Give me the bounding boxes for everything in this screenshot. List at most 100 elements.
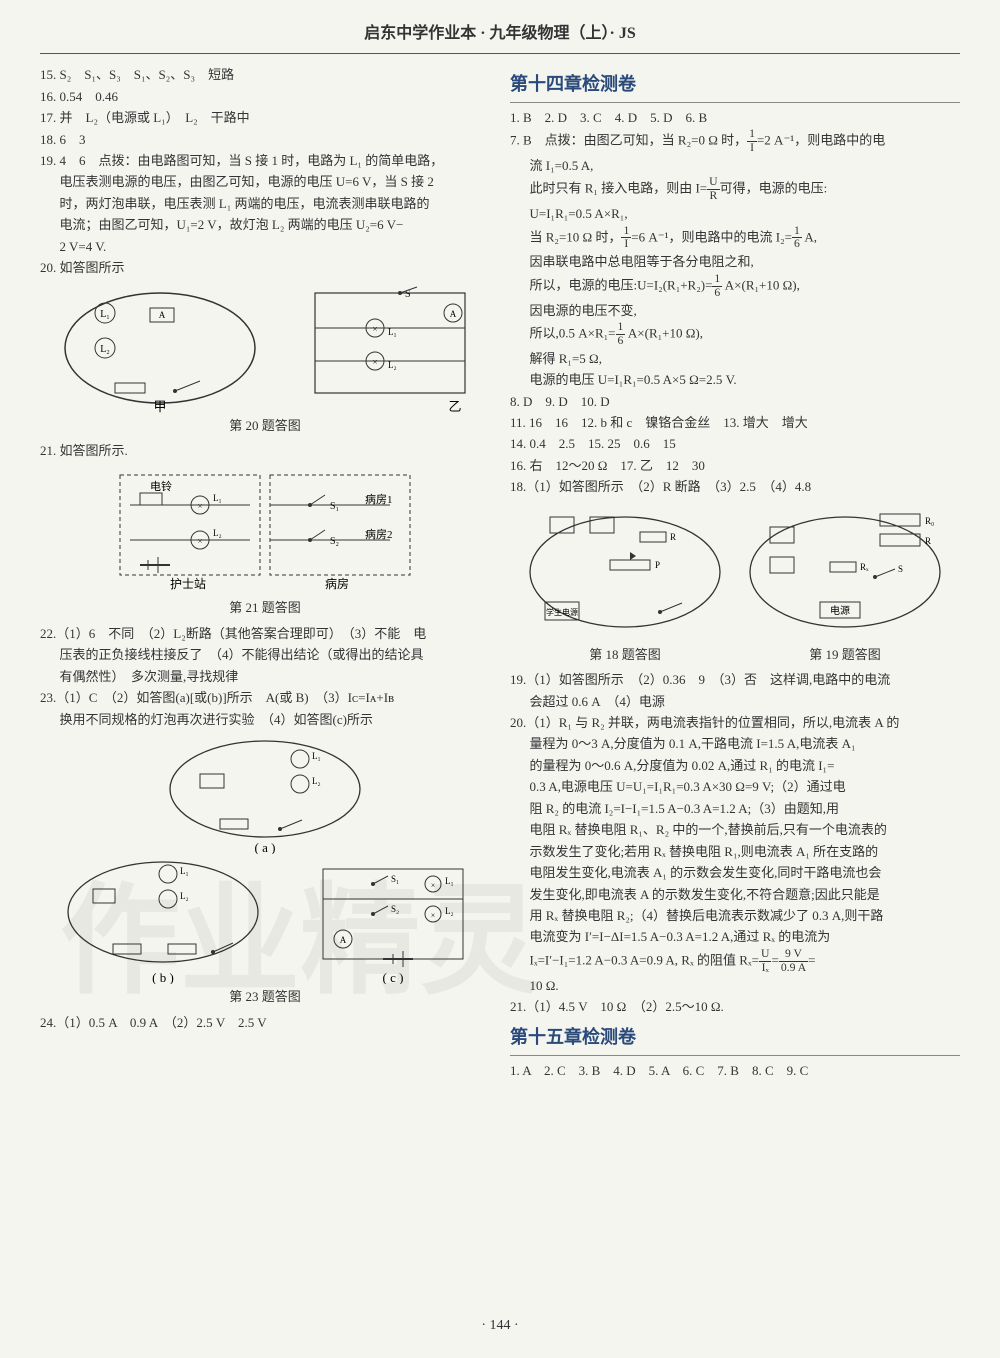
answer-line: 16. 右 12～20 Ω 17. 乙 12 30 — [510, 455, 960, 476]
svg-text:L₂: L₂ — [100, 344, 110, 355]
figure-caption: 第 21 题答图 — [40, 597, 490, 618]
svg-text:电源: 电源 — [830, 604, 850, 617]
svg-text:S: S — [898, 564, 903, 574]
svg-text:A: A — [450, 309, 457, 319]
svg-text:L₁: L₁ — [213, 493, 222, 503]
answer-line: 24.（1）0.5 A 0.9 A （2）2.5 V 2.5 V — [40, 1012, 490, 1033]
svg-text:L₂: L₂ — [445, 906, 454, 916]
svg-text:护士站: 护士站 — [170, 577, 206, 591]
figures-18-19: R P 学生电源 第 18 题答图 R₀ R — [510, 502, 960, 665]
answer-line: 阻 R₂ 的电流 I₂=I−I₁=1.5 A−0.3 A=1.2 A;（3）由题… — [510, 798, 960, 819]
circuit-diagram-icon: R₀ R Rₓ S 电源 — [740, 502, 950, 642]
answer-line: 时，两灯泡串联，电压表测 L₁ 两端的电压，电流表测串联电路的 — [40, 193, 490, 214]
svg-text:S₂: S₂ — [330, 536, 339, 547]
answer-line: 流 I₁=0.5 A, — [510, 155, 960, 176]
answer-line: 会超过 0.6 A （4）电源 — [510, 691, 960, 712]
answer-line: 14. 0.4 2.5 15. 25 0.6 15 — [510, 433, 960, 454]
answer-line: 电阻发生变化,电流表 A₁ 的示数会发生变化,同时干路电流也会 — [510, 862, 960, 883]
answer-line: 1. A 2. C 3. B 4. D 5. A 6. C 7. B 8. C … — [510, 1060, 960, 1081]
svg-text:R₀: R₀ — [925, 516, 934, 526]
figure-caption: 第 19 题答图 — [740, 644, 950, 665]
answer-line: 电流；由图乙可知，U₁=2 V，故灯泡 L₂ 两端的电压 U₂=6 V− — [40, 214, 490, 235]
answer-line: 用 Rₓ 替换电阻 R₂;（4）替换后电流表示数减少了 0.3 A,则干路 — [510, 905, 960, 926]
answer-line: 18. 6 3 — [40, 129, 490, 150]
answer-line: Iₓ=I′−I₁=1.2 A−0.3 A=0.9 A, Rₓ 的阻值 Rₓ=UI… — [510, 948, 960, 975]
svg-text:( a ): ( a ) — [255, 840, 276, 854]
answer-line: 11. 16 16 12. b 和 c 镍铬合金丝 13. 增大 增大 — [510, 412, 960, 433]
svg-text:P: P — [655, 560, 660, 570]
answer-line: 19.（1）如答图所示 （2）0.36 9 （3）否 这样调,电路中的电流 — [510, 669, 960, 690]
svg-text:S₁: S₁ — [391, 874, 399, 884]
svg-text:R: R — [670, 532, 676, 542]
svg-text:L₂: L₂ — [388, 360, 397, 370]
answer-line: 8. D 9. D 10. D — [510, 391, 960, 412]
circuit-diagram-icon: L₁ L₂ ( a ) — [160, 734, 370, 854]
answer-line: 因电源的电压不变, — [510, 300, 960, 321]
svg-text:×: × — [372, 357, 377, 367]
answer-line: 压表的正负接线柱接反了 （4）不能得出结论（或得出的结论具 — [40, 644, 490, 665]
svg-text:Rₓ: Rₓ — [860, 562, 869, 572]
answer-line: 21.（1）4.5 V 10 Ω （2）2.5～10 Ω. — [510, 996, 960, 1017]
svg-text:病房1: 病房1 — [365, 492, 393, 506]
svg-text:L₂: L₂ — [312, 776, 321, 786]
answer-line: 23.（1）C （2）如答图(a)[或(b)]所示 A(或 B) （3）Iᴄ=I… — [40, 687, 490, 708]
answer-line: 有偶然性） 多次测量,寻找规律 — [40, 666, 490, 687]
svg-text:甲: 甲 — [153, 399, 166, 413]
answer-line: 解得 R₁=5 Ω, — [510, 348, 960, 369]
answer-line: 电阻 Rₓ 替换电阻 R₁、R₂ 中的一个,替换前后,只有一个电流表的 — [510, 819, 960, 840]
svg-text:L₁: L₁ — [388, 327, 397, 337]
svg-text:×: × — [372, 324, 377, 334]
answer-line: 15. S₂ S₁、S₃ S₁、S₂、S₃ 短路 — [40, 64, 490, 85]
circuit-schematic-icon: S₁ ×L₁ S₂ ×L₂ A ( c ) — [313, 854, 473, 984]
svg-text:电铃: 电铃 — [150, 479, 172, 493]
answer-line: 20.（1）R₁ 与 R₂ 并联，两电流表指针的位置相同，所以,电流表 A 的 — [510, 712, 960, 733]
answer-line: 此时只有 R₁ 接入电路，则由 I=UR可得，电源的电压: — [510, 176, 960, 203]
svg-text:L₁: L₁ — [445, 876, 454, 886]
svg-text:S₁: S₁ — [330, 501, 339, 512]
answer-line: 22.（1）6 不同 （2）L₂断路（其他答案合理即可） （3）不能 电 — [40, 623, 490, 644]
circuit-diagram-icon: L₁ L₂ A 甲 — [55, 283, 265, 413]
svg-text:L₂: L₂ — [213, 528, 222, 538]
figure-caption: 第 20 题答图 — [40, 415, 490, 436]
figure-caption: 第 18 题答图 — [520, 644, 730, 665]
answer-line: 示数发生了变化;若用 Rₓ 替换电阻 R₁,则电流表 A₁ 所在支路的 — [510, 841, 960, 862]
svg-text:L₁: L₁ — [312, 751, 321, 761]
answer-line: 当 R₂=10 Ω 时，1I=6 A⁻¹，则电路中的电流 I₂=16 A, — [510, 225, 960, 252]
answer-line: 因串联电路中总电阻等于各分电阻之和, — [510, 251, 960, 272]
svg-text:L₁: L₁ — [100, 309, 110, 320]
svg-text:L₂: L₂ — [180, 891, 189, 901]
answer-line: 所以，电源的电压:U=I₂(R₁+R₂)=16 A×(R₁+10 Ω), — [510, 273, 960, 300]
svg-text:×: × — [197, 501, 202, 511]
section-title: 第十四章检测卷 — [510, 70, 960, 103]
page-number: · 144 · — [40, 1314, 960, 1338]
svg-text:A: A — [339, 935, 346, 945]
svg-text:( b ): ( b ) — [152, 970, 174, 984]
main-columns: 15. S₂ S₁、S₃ S₁、S₂、S₃ 短路 16. 0.54 0.46 1… — [40, 64, 960, 1306]
svg-text:( c ): ( c ) — [382, 970, 403, 984]
svg-text:A: A — [159, 310, 166, 320]
svg-text:×: × — [197, 536, 202, 546]
svg-text:×: × — [430, 881, 435, 890]
answer-line: 换用不同规格的灯泡再次进行实验 （4）如答图(c)所示 — [40, 709, 490, 730]
figure-23: L₁ L₂ ( a ) L₁ L₂ — [40, 734, 490, 1007]
answer-line: 18.（1）如答图所示 （2）R 断路 （3）2.5 （4）4.8 — [510, 476, 960, 497]
svg-text:学生电源: 学生电源 — [546, 607, 578, 617]
answer-line: 21. 如答图所示. — [40, 440, 490, 461]
figure-caption: 第 23 题答图 — [40, 986, 490, 1007]
answer-line: 10 Ω. — [510, 975, 960, 996]
answer-line: 17. 并 L₂（电源或 L₁） L₂ 干路中 — [40, 107, 490, 128]
circuit-schematic-icon: ×L₁ ×L₂ A S 乙 — [305, 283, 475, 413]
answer-line: 0.3 A,电源电压 U=U₁=I₁R₁=0.3 A×30 Ω=9 V;（2）通… — [510, 776, 960, 797]
answer-line: 的量程为 0～0.6 A,分度值为 0.02 A,通过 R₁ 的电流 I₁= — [510, 755, 960, 776]
page-header: 启东中学作业本 · 九年级物理（上）· JS — [40, 20, 960, 54]
svg-text:S₂: S₂ — [391, 904, 399, 914]
answer-line: 电压表测电源的电压，由图乙可知，电源的电压 U=6 V，当 S 接 2 — [40, 171, 490, 192]
section-title: 第十五章检测卷 — [510, 1023, 960, 1056]
answer-line: 电流变为 I′=I−ΔI=1.5 A−0.3 A=1.2 A,通过 Rₓ 的电流… — [510, 926, 960, 947]
answer-line: 16. 0.54 0.46 — [40, 86, 490, 107]
circuit-schematic-icon: 电铃 ×L₁ ×L₂ S₁ S₂ 病房1 病房2 护士站 病房 — [110, 465, 420, 595]
answer-line: 电源的电压 U=I₁R₁=0.5 A×5 Ω=2.5 V. — [510, 369, 960, 390]
answer-line: U=I₁R₁=0.5 A×R₁, — [510, 203, 960, 224]
figure-20: L₁ L₂ A 甲 ×L₁ ×L₂ A S — [40, 283, 490, 436]
answer-line: 发生变化,即电流表 A 的示数发生变化,不符合题意;因此只能是 — [510, 884, 960, 905]
